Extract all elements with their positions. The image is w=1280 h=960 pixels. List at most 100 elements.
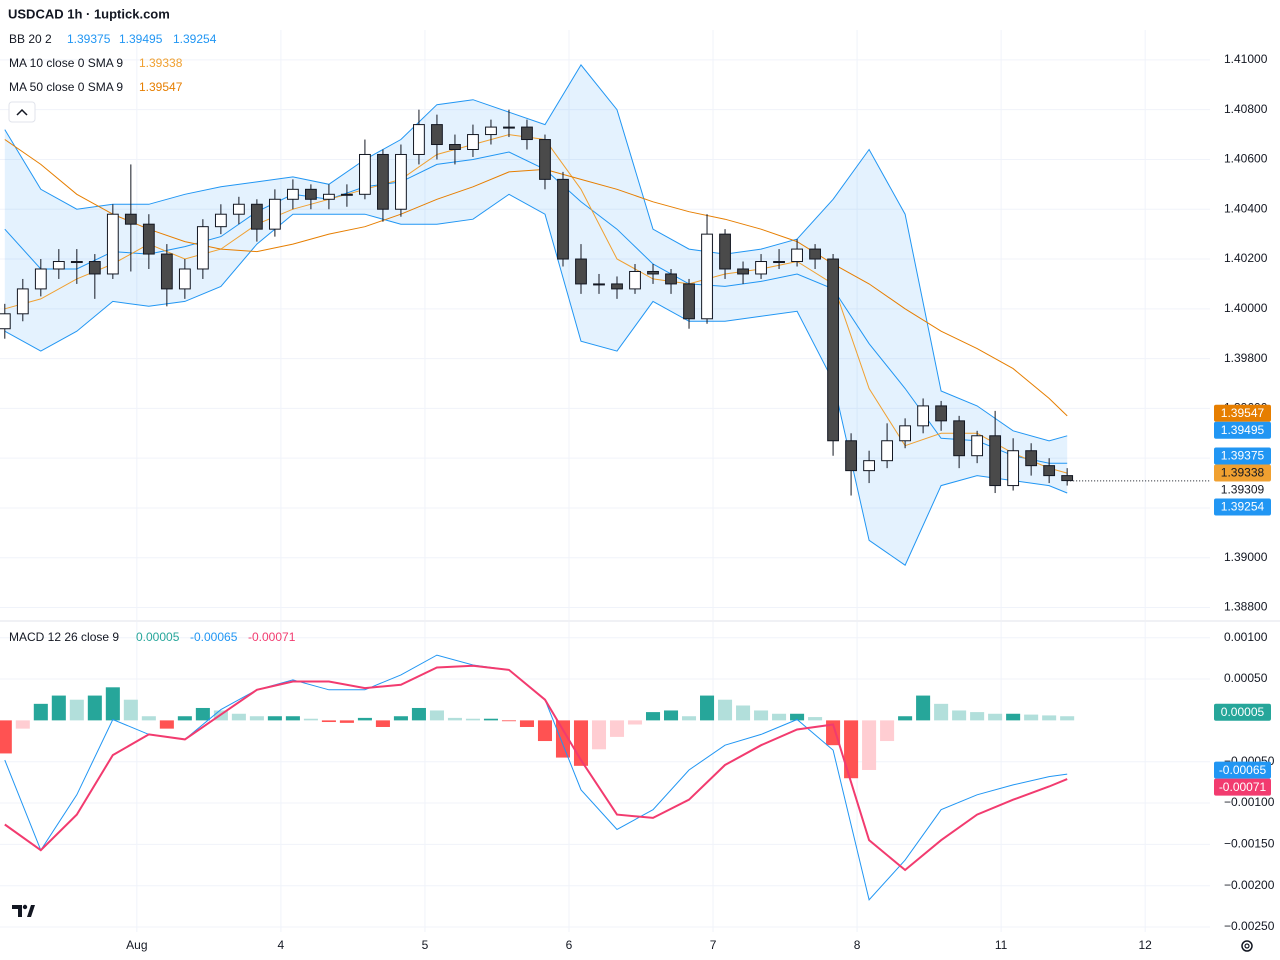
- candle-body: [323, 193, 335, 200]
- candle-body: [755, 261, 767, 275]
- y-tick-label: 1.40200: [1224, 251, 1268, 265]
- histogram-bar: [339, 720, 354, 723]
- y-tick-label: 0.00100: [1224, 630, 1268, 644]
- legend-value: 1.39375: [67, 32, 111, 46]
- candle-body: [791, 248, 803, 263]
- price-badge: [1214, 464, 1271, 482]
- y-tick-label: 1.40600: [1224, 152, 1268, 166]
- candle-body: [899, 425, 912, 442]
- candle-body: [305, 188, 317, 200]
- price-badge: [1214, 421, 1271, 439]
- histogram-bar: [51, 695, 66, 721]
- candle-body: [611, 283, 623, 290]
- candle-body: [232, 203, 245, 215]
- price-badge-label: 1.39254: [1221, 500, 1265, 514]
- candle-body: [250, 203, 263, 230]
- candle-body: [575, 258, 587, 285]
- histogram-bar: [33, 703, 48, 721]
- price-badge: [1214, 447, 1271, 465]
- candle-body: [683, 283, 695, 320]
- collapse-button[interactable]: [8, 101, 36, 123]
- x-tick-label: 11: [995, 938, 1008, 952]
- x-tick-label: 5: [422, 938, 429, 952]
- price-badge: [1214, 498, 1271, 516]
- candle-body: [539, 139, 551, 180]
- price-badge: [1214, 778, 1271, 796]
- candle-body: [845, 440, 857, 472]
- legend-value: -0.00065: [190, 630, 238, 644]
- histogram-bar: [195, 707, 210, 721]
- band-fill: [4, 64, 1068, 566]
- histogram-bar: [105, 687, 120, 721]
- candle-body: [485, 126, 497, 136]
- candle-body: [863, 460, 875, 472]
- price-badge: [1214, 703, 1271, 721]
- x-tick-label: 12: [1138, 938, 1152, 952]
- legend-name: BB 20 2: [9, 32, 52, 46]
- candle-body: [359, 153, 371, 195]
- price-badge: [1214, 481, 1271, 499]
- histogram-bar: [357, 717, 372, 721]
- histogram-bar: [952, 710, 967, 721]
- histogram-bar: [519, 720, 534, 727]
- logo[interactable]: [8, 898, 38, 924]
- histogram-bar: [934, 703, 949, 721]
- legend-value: 1.39254: [173, 32, 217, 46]
- candle-body: [503, 126, 515, 129]
- candle-body: [989, 435, 1002, 487]
- histogram-bar: [0, 720, 12, 754]
- histogram-bar: [844, 720, 859, 779]
- axis-layer: Aug 4 5 6 7 8 11 12 1.41000 1.40800 1.40600 1.40400…: [126, 52, 1275, 952]
- candle-body: [1043, 465, 1056, 477]
- x-tick-label: 8: [854, 938, 861, 952]
- candle-body: [413, 124, 425, 155]
- price-badge-label: 1.39375: [1221, 449, 1265, 463]
- candle-body: [377, 153, 389, 210]
- histogram-bar: [231, 713, 246, 721]
- candle-body: [160, 253, 173, 290]
- y-tick-label: −0.00100: [1224, 795, 1275, 809]
- histogram-bar: [393, 716, 408, 721]
- histogram-bar: [375, 720, 390, 727]
- price-badge-label: 1.39495: [1221, 423, 1265, 437]
- candle-body: [1061, 475, 1074, 482]
- histogram-bar: [15, 720, 30, 729]
- candle-body: [467, 134, 479, 150]
- settings-icon[interactable]: [1241, 940, 1253, 952]
- histogram-bar: [880, 720, 895, 742]
- histogram-bar: [772, 713, 787, 721]
- legend-value: 0.00005: [136, 630, 180, 644]
- price-badge-label: -0.00071: [1219, 780, 1267, 794]
- candle-body: [971, 435, 984, 457]
- candle-body: [1007, 450, 1020, 487]
- candle-body: [737, 268, 749, 275]
- candle-body: [52, 261, 65, 270]
- histogram-bar: [465, 718, 480, 721]
- histogram-bar: [177, 716, 192, 721]
- price-badge-label: 1.39547: [1221, 406, 1265, 420]
- y-tick-label: 1.40000: [1224, 301, 1268, 315]
- histogram-bar: [1042, 715, 1057, 721]
- y-tick-label: −0.00250: [1224, 919, 1275, 933]
- candle-body: [196, 226, 209, 270]
- candle-body: [719, 233, 731, 270]
- histogram-bar: [303, 718, 318, 721]
- x-tick-label: 7: [710, 938, 717, 952]
- candle-body: [827, 258, 839, 442]
- y-tick-label: 1.38800: [1224, 600, 1268, 614]
- x-tick-label: 6: [566, 938, 573, 952]
- histogram-bar: [645, 712, 661, 721]
- candle-body: [88, 261, 101, 275]
- x-tick-label: Aug: [126, 938, 147, 952]
- candle-body: [953, 420, 966, 457]
- candle-body: [34, 268, 47, 290]
- candle-body: [881, 440, 893, 462]
- candle-body: [773, 261, 785, 264]
- candle-body: [521, 126, 533, 141]
- y-tick-label: 1.39800: [1224, 351, 1268, 365]
- candle-body: [214, 213, 227, 228]
- histogram-bar: [736, 705, 751, 721]
- legend-value: 1.39495: [119, 32, 163, 46]
- chart-title: USDCAD 1h · 1uptick.com: [8, 6, 170, 21]
- candle-body: [178, 268, 191, 290]
